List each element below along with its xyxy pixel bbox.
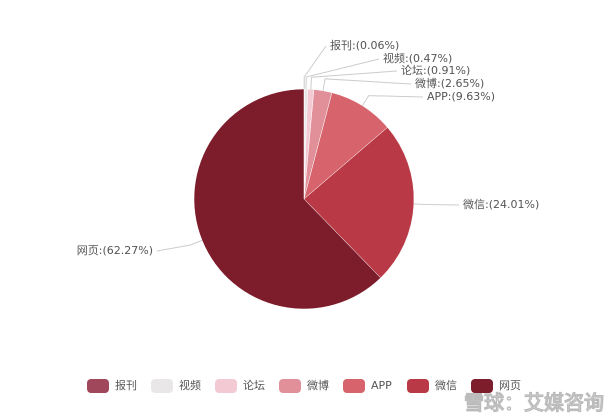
legend-label: 微博 (307, 378, 329, 392)
legend-label: 网页 (499, 379, 521, 392)
legend-label: 报刊 (115, 378, 137, 392)
legend-swatch (407, 379, 429, 393)
legend-swatch (87, 379, 109, 393)
leader-line (413, 203, 460, 206)
legend-swatch (343, 379, 365, 393)
legend-swatch (151, 379, 173, 393)
leader-line (322, 78, 412, 91)
legend-swatch (279, 379, 301, 393)
pie-slice (303, 127, 415, 279)
data-label: 微博:(2.65%) (415, 76, 484, 90)
data-label: 论坛:(0.91%) (401, 63, 470, 77)
legend-label: APP (371, 379, 392, 392)
pie-slice (193, 88, 382, 310)
watermark: 雪球：艾媒咨询 (464, 391, 604, 415)
legend-label: 视频 (179, 378, 201, 392)
legend-label: 微信 (435, 378, 457, 392)
legend-swatch (471, 379, 493, 393)
legend-label: 论坛 (243, 378, 265, 392)
leader-line (305, 58, 380, 90)
data-label: 报刊:(0.06%) (330, 38, 399, 52)
legend-swatch (215, 379, 237, 393)
data-label: 微信:(24.01%) (463, 197, 539, 211)
leader-line (303, 45, 327, 90)
data-label: 网页:(62.27%) (77, 244, 153, 257)
data-label: APP:(9.63%) (427, 90, 495, 103)
leader-line (156, 239, 203, 252)
data-label: 视频:(0.47%) (383, 51, 452, 65)
leader-line (310, 70, 398, 90)
leader-line (361, 95, 424, 107)
